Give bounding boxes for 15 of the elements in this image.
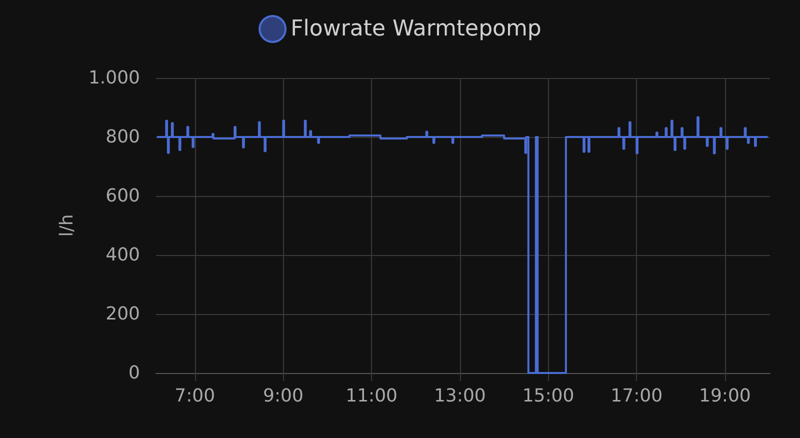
x-tick-label: 15:00: [522, 386, 574, 406]
x-tick-label: 7:00: [174, 386, 216, 406]
y-tick-label: 200: [106, 304, 140, 324]
x-tick-label: 17:00: [610, 386, 663, 406]
y-tick-label: 0: [128, 362, 140, 384]
legend-label: Flowrate Warmtepomp: [290, 16, 542, 42]
x-tick-label: 11:00: [346, 386, 398, 406]
y-axis-title: l/h: [56, 214, 78, 237]
y-tick-label: 1.000: [88, 68, 140, 88]
y-tick-label: 400: [106, 244, 140, 266]
y-tick-label: 800: [106, 126, 140, 148]
y-tick-label: 600: [106, 186, 140, 206]
x-tick-label: 13:00: [434, 386, 486, 406]
x-tick-label: 19:00: [699, 386, 751, 406]
x-tick-label: 9:00: [263, 386, 304, 406]
